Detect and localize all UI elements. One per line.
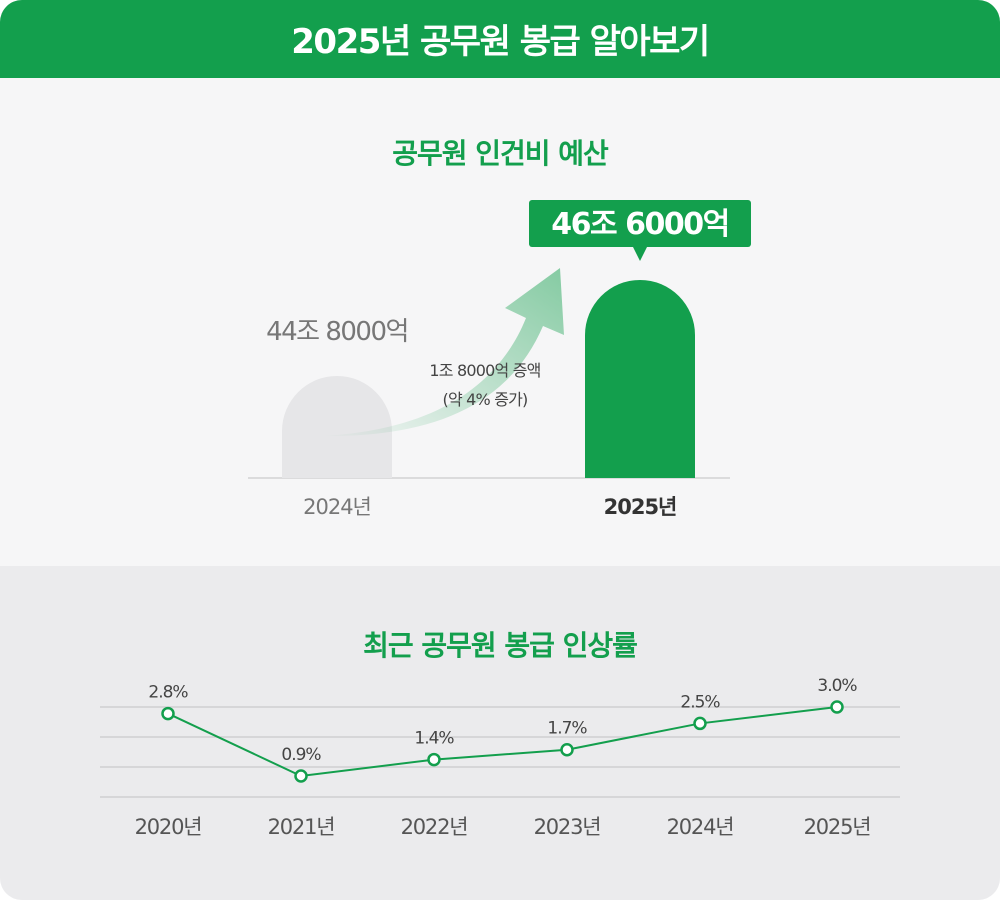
raise-rate-value-label: 2.5% <box>680 692 720 712</box>
budget-bar-chart: 2024년 44조 8000억 2025년 46조 6000억 1조 8000억 증액 (… <box>248 200 751 519</box>
header-banner: 2025년 공무원 봉급 알아보기 <box>0 0 1000 78</box>
raise-rate-value-label: 1.4% <box>414 729 454 749</box>
raise-rate-point <box>560 742 574 757</box>
budget-value-callout: 46조 6000억 <box>529 200 751 261</box>
raise-rate-value-label: 3.0% <box>817 676 857 696</box>
raise-chart-title: 최근 공무원 봉급 인상률 <box>363 629 638 662</box>
budget-value-label: 44조 8000억 <box>266 317 408 347</box>
raise-rate-year-label: 2022년 <box>401 815 468 839</box>
raise-rate-value-label: 1.7% <box>547 719 587 739</box>
budget-section: 공무원 인건비 예산 2024년 44조 8000억 2025년 46조 6000억 1… <box>0 78 1000 566</box>
budget-category-label: 2024년 <box>303 495 371 519</box>
raise-rate-section: 최근 공무원 봉급 인상률 2.8% 2020년 0.9% 2021년 1.4% 2022… <box>0 566 1000 900</box>
raise-rate-point <box>294 769 308 783</box>
raise-rate-point <box>693 716 707 731</box>
raise-rate-year-label: 2023년 <box>534 815 601 839</box>
budget-category-label: 2025년 <box>604 495 677 519</box>
raise-rate-value-label: 0.9% <box>281 745 321 765</box>
raise-rate-point <box>161 706 175 721</box>
budget-chart-title: 공무원 인건비 예산 <box>392 137 609 170</box>
increase-annotation: 1조 8000억 증액 <box>429 361 540 380</box>
raise-rate-line-chart: 2.8% 2020년 0.9% 2021년 1.4% 2022년 1.7% 2023년 2.5%… <box>100 676 900 839</box>
raise-rate-value-label: 2.8% <box>148 683 188 703</box>
budget-bar-1 <box>585 280 695 478</box>
raise-rate-point <box>830 700 844 714</box>
raise-rate-year-label: 2025년 <box>804 815 871 839</box>
budget-bar-0 <box>282 376 392 478</box>
growth-arrow <box>318 268 564 437</box>
page-title: 2025년 공무원 봉급 알아보기 <box>291 22 710 62</box>
raise-rate-line <box>167 706 838 778</box>
raise-rate-year-label: 2020년 <box>135 815 202 839</box>
raise-rate-year-label: 2024년 <box>667 815 734 839</box>
raise-rate-year-label: 2021년 <box>268 815 335 839</box>
increase-percent-annotation: (약 4% 증가) <box>443 390 528 409</box>
budget-value-label: 46조 6000억 <box>551 207 728 242</box>
raise-rate-point <box>427 752 441 767</box>
